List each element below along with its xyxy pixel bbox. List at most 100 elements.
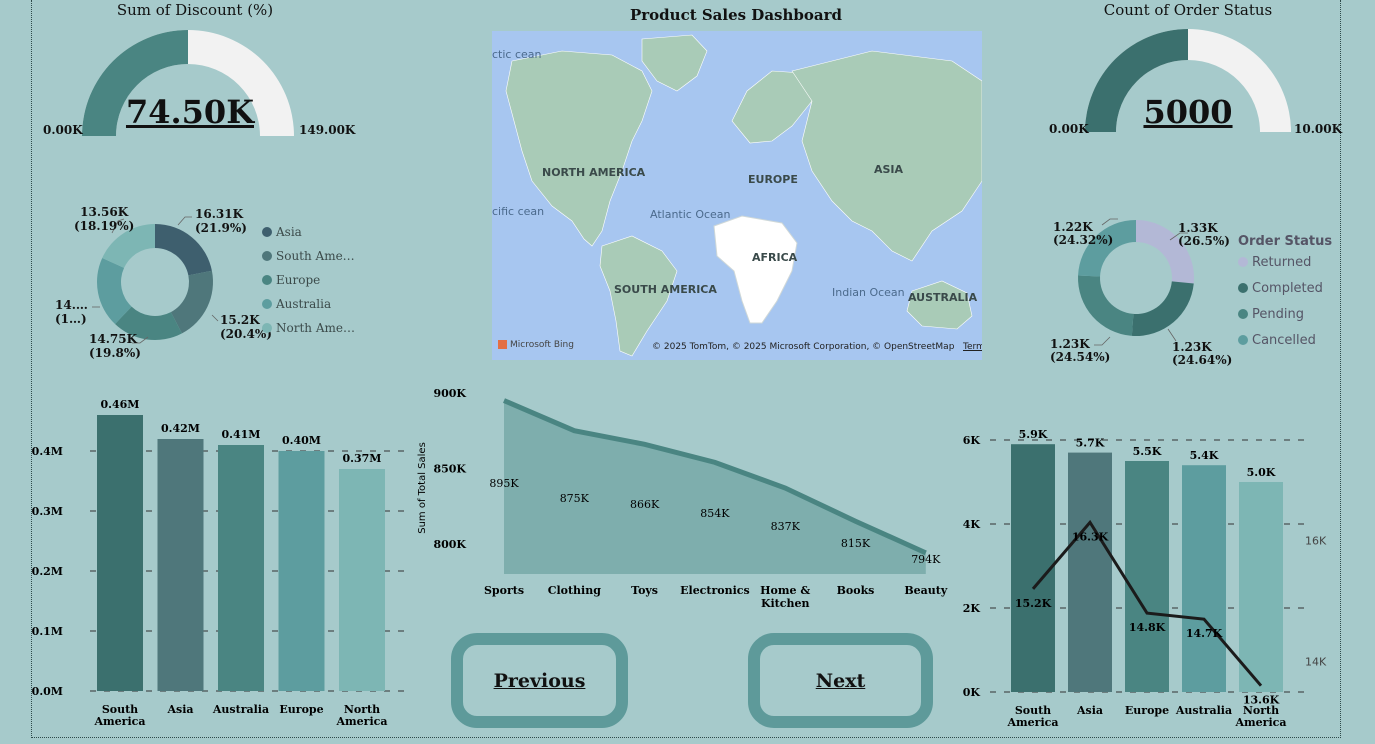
x-tick-label: America [1235, 716, 1287, 729]
dashboard-title: Product Sales Dashboard [629, 6, 842, 24]
map-label-indian: Indian Ocean [832, 286, 905, 299]
orders-gauge-min: 0.00K [1049, 122, 1089, 136]
legend-item-south-america[interactable]: South Ame… [262, 244, 355, 268]
world-map[interactable]: ctic cean cific cean NORTH AMERICA SOUTH… [492, 31, 982, 360]
y-tick-label: 4K [963, 518, 981, 531]
donut-slice [1131, 281, 1194, 336]
discount-gauge-min: 0.00K [43, 123, 83, 137]
region-donut-label: 16.31K (21.9%) [195, 207, 247, 235]
legend-item-returned[interactable]: Returned [1238, 249, 1332, 275]
map-terms-link[interactable]: Terms [963, 342, 982, 352]
donut-slice [1136, 220, 1194, 284]
donut-slice [170, 270, 213, 334]
bar [1239, 482, 1283, 692]
y-tick-label: 900K [433, 387, 466, 400]
donut-slice [115, 306, 182, 340]
sales-by-category-area-chart[interactable]: 900K 850K 800K Sum of Total Sales 895K Sports… [410, 378, 950, 618]
gauge-fill-arc [1085, 29, 1188, 132]
bar [157, 439, 204, 691]
next-button[interactable]: Next [748, 633, 933, 728]
data-label: 794K [911, 553, 941, 566]
gauge-fill-arc [82, 30, 188, 136]
line-data-label: 13.6K [1243, 694, 1280, 707]
x-tick-label: Europe [1125, 704, 1169, 717]
status-donut-label: 1.23K (24.64%) [1172, 340, 1233, 367]
legend-item-north-america[interactable]: North Ame… [262, 316, 355, 340]
legend-item-australia[interactable]: Australia [262, 292, 355, 316]
discount-gauge-max: 149.00K [299, 123, 356, 137]
bar-data-label: 0.46M [101, 398, 140, 411]
region-donut-label: 13.56K (18.19%) [74, 205, 135, 233]
x-tick-label: Electronics [680, 584, 750, 597]
line-data-label: 14.7K [1186, 627, 1223, 640]
x-tick-label: Australia [1175, 704, 1232, 717]
x-tick-label: South [1015, 704, 1051, 717]
discount-gauge-title: Sum of Discount (%) [116, 1, 274, 19]
region-donut-label: 14.… (1…) [55, 298, 88, 326]
data-label: 866K [630, 498, 660, 511]
bar-data-label: 0.40M [282, 434, 321, 447]
status-donut-label: 1.23K (24.54%) [1050, 337, 1111, 364]
landmass-south-america [599, 235, 678, 357]
x-tick-label: South [102, 703, 138, 716]
bar [1068, 452, 1112, 692]
legend-item-cancelled[interactable]: Cancelled [1238, 327, 1332, 353]
line-data-label: 14.8K [1129, 621, 1166, 634]
map-label-pacific: cific cean [492, 205, 545, 218]
region-donut-chart[interactable] [40, 195, 290, 365]
line-series [1031, 519, 1263, 687]
y-tick-label: 0.3M [32, 505, 63, 518]
status-donut-legend: Order Status Returned Completed Pending … [1238, 234, 1332, 353]
orders-gauge[interactable] [1083, 28, 1293, 136]
status-donut-chart[interactable] [1040, 205, 1240, 375]
line-data-label: 15.2K [1015, 597, 1052, 610]
y-tick-label: 0.1M [32, 625, 63, 638]
x-tick-label: North [1243, 704, 1279, 717]
y-tick-label: 2K [963, 602, 981, 615]
data-label: 837K [771, 520, 801, 533]
x-tick-label: Toys [631, 584, 658, 597]
legend-title: Order Status [1238, 234, 1333, 249]
donut-slice [1078, 220, 1136, 277]
legend-item-pending[interactable]: Pending [1238, 301, 1332, 327]
y-tick-label: 0.2M [32, 565, 63, 578]
region-donut-label: 15.2K (20.4%) [220, 313, 272, 341]
map-label-australia: AUSTRALIA [908, 291, 978, 304]
x-tick-label: Asia [1076, 704, 1103, 717]
bing-icon [498, 340, 507, 349]
donut-slice [97, 257, 132, 325]
bar-data-label: 5.0K [1247, 466, 1276, 479]
map-label-atlantic: Atlantic Ocean [650, 208, 731, 221]
x-tick-label: Books [837, 584, 875, 597]
region-donut-label: 14.75K (19.8%) [89, 332, 141, 360]
world-map-shapes [505, 34, 982, 357]
x-tick-label: Beauty [904, 584, 948, 597]
map-label-africa: AFRICA [752, 251, 798, 264]
bar [278, 451, 325, 691]
previous-button[interactable]: Previous [451, 633, 628, 728]
x-tick-label: Clothing [548, 584, 602, 597]
discount-gauge-value: 74.50K [125, 93, 254, 131]
bar-data-label: 5.9K [1019, 428, 1048, 441]
landmass-asia [791, 50, 982, 262]
legend-item-asia[interactable]: Asia [262, 220, 355, 244]
donut-slice [102, 224, 155, 268]
dashboard-frame [31, 0, 1341, 738]
data-label: 875K [560, 492, 590, 505]
landmass-africa [713, 215, 798, 324]
sales-by-region-bar-chart[interactable]: 0.0M0.1M0.2M0.3M0.4M0.46MSouthAmerica0.4… [30, 385, 420, 735]
orders-gauge-max: 10.00K [1294, 122, 1343, 136]
bar [1182, 465, 1226, 692]
bar-data-label: 5.4K [1190, 449, 1219, 462]
status-donut-label: 1.33K (26.5%) [1178, 221, 1230, 248]
discount-gauge[interactable] [80, 28, 300, 140]
x-tick-label: Europe [279, 703, 323, 716]
orders-by-region-combo-chart[interactable]: 0K2K4K6K14K16K5.9KSouthAmerica5.7KAsia5.… [950, 420, 1370, 735]
x-tick-label: Home & [760, 584, 810, 597]
bar-data-label: 5.7K [1076, 437, 1105, 450]
legend-item-europe[interactable]: Europe [262, 268, 355, 292]
legend-item-completed[interactable]: Completed [1238, 275, 1332, 301]
orders-gauge-title: Count of Order Status [1103, 1, 1273, 19]
data-label: 854K [700, 507, 730, 520]
map-attribution: © 2025 TomTom, © 2025 Microsoft Corporat… [652, 342, 982, 352]
